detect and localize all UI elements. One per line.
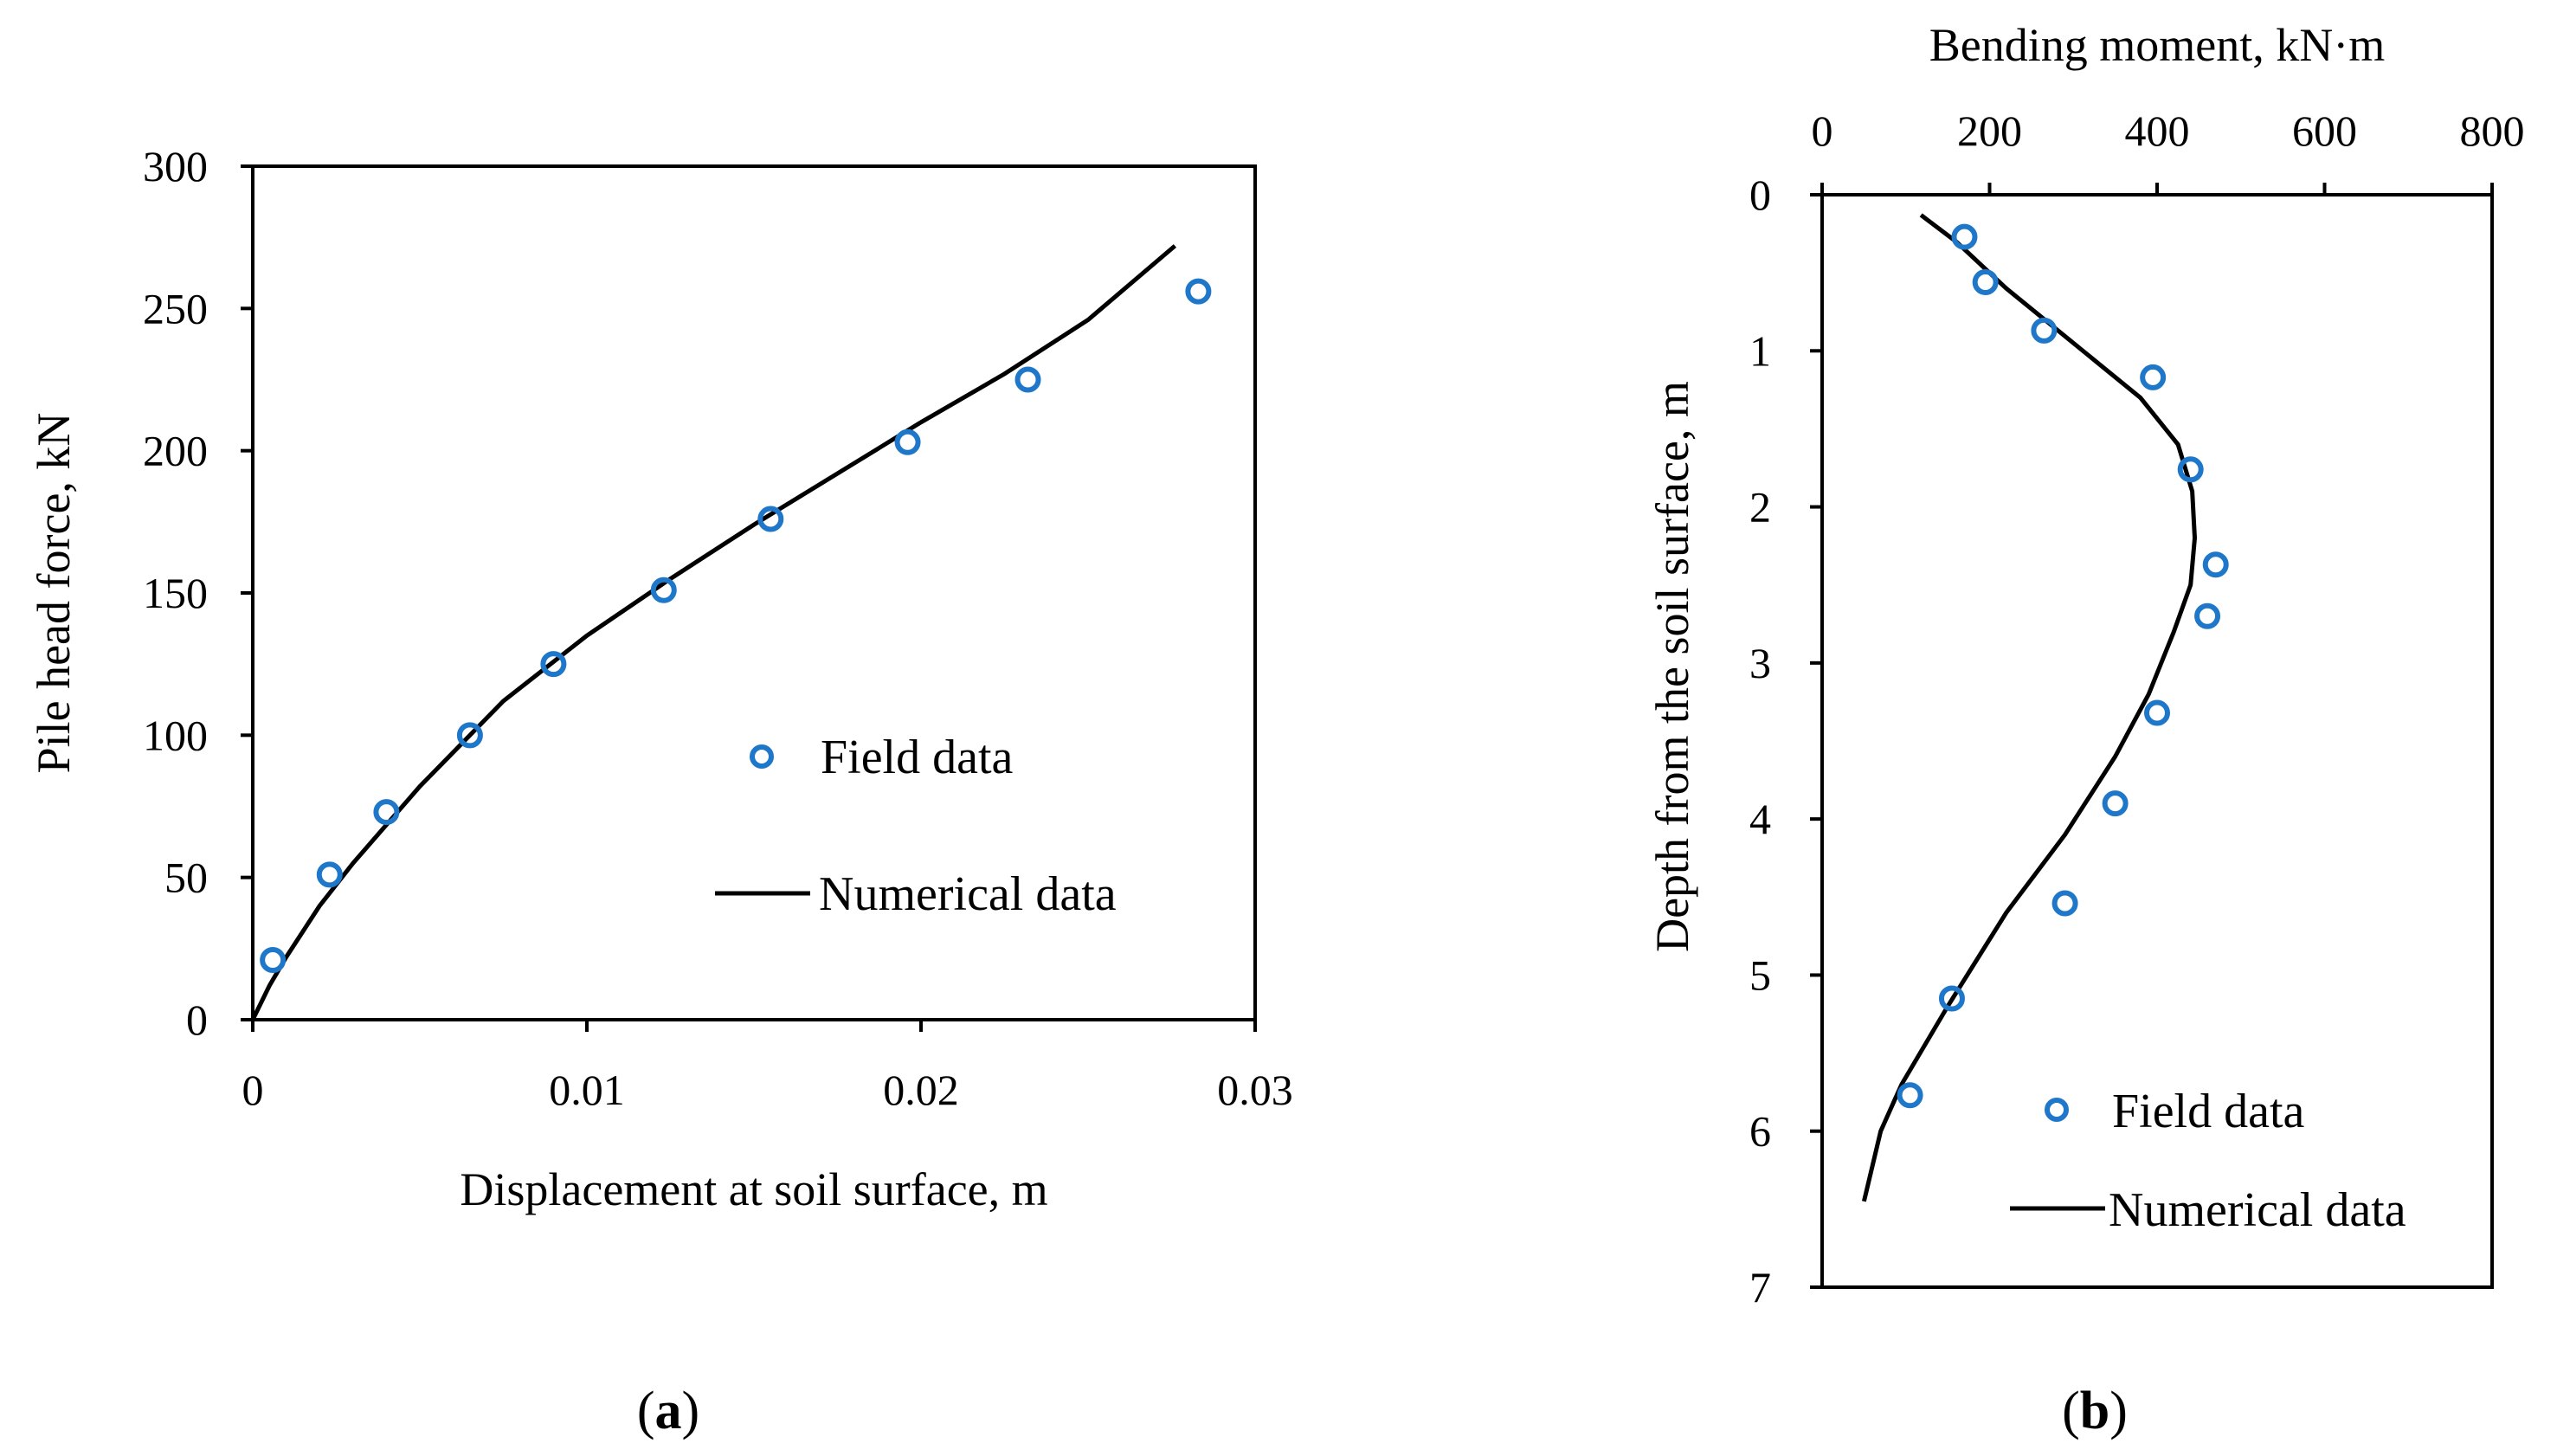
y-tick-label-a: 0 <box>186 995 208 1044</box>
field-data-point-a <box>1014 366 1041 393</box>
field-data-point-b <box>2194 602 2221 629</box>
panel-letter-a: a <box>655 1382 682 1440</box>
field-data-point-b <box>1938 985 1965 1012</box>
field-data-point-a <box>316 861 343 888</box>
y-tick-label-b: 2 <box>1749 483 1771 532</box>
field-data-point-b <box>2177 456 2204 483</box>
numerical-data-line-b <box>1861 213 2198 1202</box>
field-data-point-b <box>2051 890 2078 917</box>
legend-label-numerical-a: Numerical data <box>819 867 1117 921</box>
legend-label-field-a: Field data <box>821 731 1014 784</box>
y-axis-label-b: Depth from the soil surface, m <box>1646 381 1698 952</box>
panel-letter-b: b <box>2080 1382 2109 1440</box>
x-axis-label-b: Bending moment, kN·m <box>1929 19 2385 71</box>
x-axis-label-a: Displacement at soil surface, m <box>460 1163 1047 1215</box>
field-data-point-b <box>1897 1082 1923 1109</box>
field-data-point-b <box>2202 551 2229 578</box>
x-tick-label-b: 600 <box>2292 106 2357 155</box>
y-tick-label-b: 5 <box>1749 950 1771 999</box>
x-tick-label-a: 0.03 <box>1217 1066 1293 1114</box>
panel-caption-a: (a) <box>637 1382 699 1440</box>
y-tick-label-b: 7 <box>1749 1263 1771 1311</box>
field-data-point-b <box>2102 790 2129 817</box>
legend-marker-field-b <box>2045 1098 2069 1122</box>
x-tick-label-a: 0.02 <box>883 1066 959 1114</box>
y-axis-label-a: Pile head force, kN <box>28 413 80 774</box>
y-tick-label-a: 50 <box>164 854 208 902</box>
panel-caption-b: (b) <box>2062 1382 2128 1440</box>
field-data-point-a <box>650 577 677 603</box>
y-tick-label-a: 250 <box>143 284 208 332</box>
legend-a: Field data Numerical data <box>715 731 1117 921</box>
field-data-point-b <box>2144 699 2170 726</box>
x-tick-label-b: 200 <box>1957 106 2022 155</box>
y-tick-label-b: 4 <box>1749 795 1771 843</box>
field-data-point-a <box>540 651 567 678</box>
legend-b: Field data Numerical data <box>2010 1085 2406 1237</box>
field-data-point-a <box>456 722 483 749</box>
numerical-data-line-a <box>250 244 1177 1021</box>
field-data-point-a <box>373 799 400 826</box>
field-data-point-a <box>757 506 784 532</box>
y-tick-label-b: 1 <box>1749 326 1771 375</box>
x-tick-label-b: 0 <box>1812 106 1833 155</box>
legend-label-numerical-b: Numerical data <box>2109 1183 2406 1237</box>
x-tick-label-b: 400 <box>2125 106 2190 155</box>
legend-label-field-b: Field data <box>2112 1085 2305 1138</box>
x-tick-label-b: 800 <box>2460 106 2525 155</box>
field-data-point-a <box>260 946 287 973</box>
y-tick-label-a: 200 <box>143 427 208 475</box>
field-data-point-a <box>1185 278 1212 305</box>
x-tick-label-a: 0 <box>242 1066 264 1114</box>
field-data-point-b <box>2140 364 2167 390</box>
y-tick-label-a: 100 <box>143 711 208 759</box>
y-tick-label-a: 300 <box>143 142 208 190</box>
y-tick-label-b: 3 <box>1749 639 1771 687</box>
x-tick-label-a: 0.01 <box>549 1066 625 1114</box>
y-tick-label-b: 6 <box>1749 1107 1771 1156</box>
field-data-point-a <box>894 428 921 455</box>
chart-panel-a: 0 0.01 0.02 0.03 0 50 100 150 200 250 300 Displac… <box>28 142 1293 1440</box>
legend-marker-field-a <box>750 744 774 769</box>
field-data-point-b <box>2031 317 2058 344</box>
field-data-point-b <box>1972 268 1999 295</box>
y-tick-label-b: 0 <box>1749 171 1771 219</box>
y-tick-label-a: 150 <box>143 569 208 617</box>
field-data-point-b <box>1951 223 1978 250</box>
chart-panel-b: 0 200 400 600 800 0 1 2 3 4 5 6 7 Bending moment, k… <box>1646 19 2525 1440</box>
